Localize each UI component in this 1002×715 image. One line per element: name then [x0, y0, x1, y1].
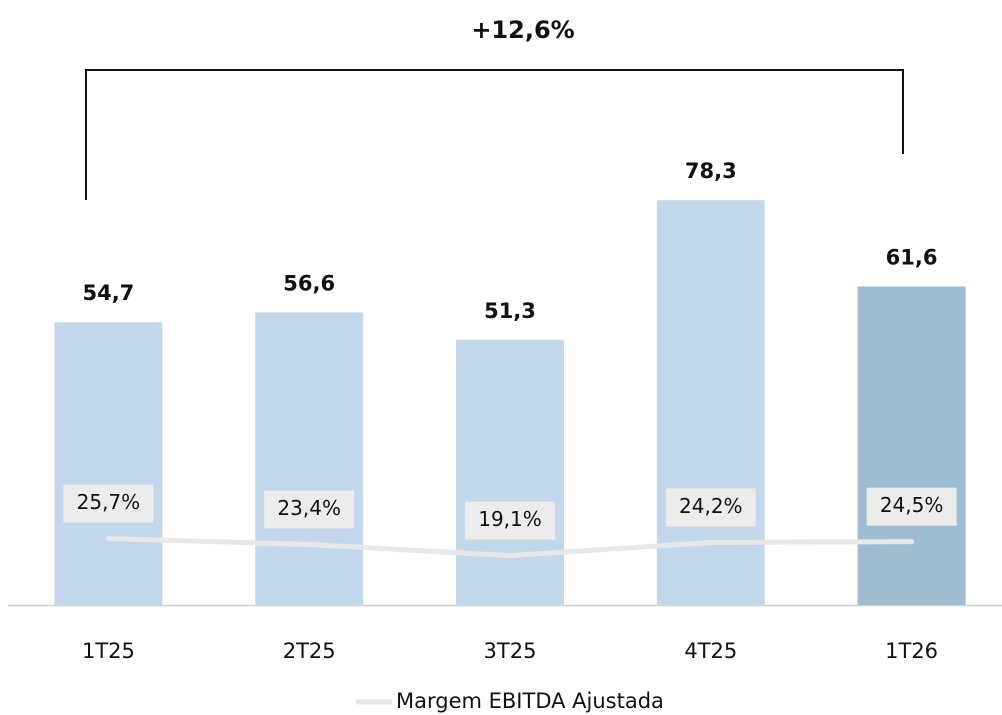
value-label-box [63, 484, 154, 523]
line-value-label: 19,1% [478, 507, 542, 531]
legend-label: Margem EBITDA Ajustada [396, 689, 664, 713]
x-tick-label: 4T25 [684, 639, 737, 663]
bracket [85, 69, 904, 200]
bar [54, 322, 163, 605]
line-value-label: 24,2% [679, 494, 743, 518]
x-tick-label: 2T25 [283, 639, 336, 663]
x-tick-label: 1T25 [82, 639, 135, 663]
value-label-box [866, 487, 957, 526]
line-value-label: 25,7% [77, 490, 141, 514]
bar-value-label: 56,6 [283, 271, 335, 295]
line-value-label: 23,4% [277, 496, 341, 520]
value-label-box [264, 490, 355, 529]
bar [656, 200, 765, 605]
value-label-box [665, 488, 756, 527]
bar [255, 312, 364, 605]
value-label-box [465, 501, 555, 540]
bar-value-label: 51,3 [484, 299, 536, 323]
bar [456, 339, 564, 605]
line-value-label: 24,5% [880, 493, 944, 517]
x-tick-label: 1T26 [885, 639, 938, 663]
growth-annotation: +12,6% [471, 16, 574, 44]
margin-line [105, 536, 915, 559]
bar-value-label: 78,3 [685, 159, 737, 183]
bar-value-label: 61,6 [886, 246, 938, 270]
bar-value-label: 54,7 [82, 281, 134, 305]
bar [857, 286, 966, 605]
x-tick-label: 3T25 [484, 639, 537, 663]
